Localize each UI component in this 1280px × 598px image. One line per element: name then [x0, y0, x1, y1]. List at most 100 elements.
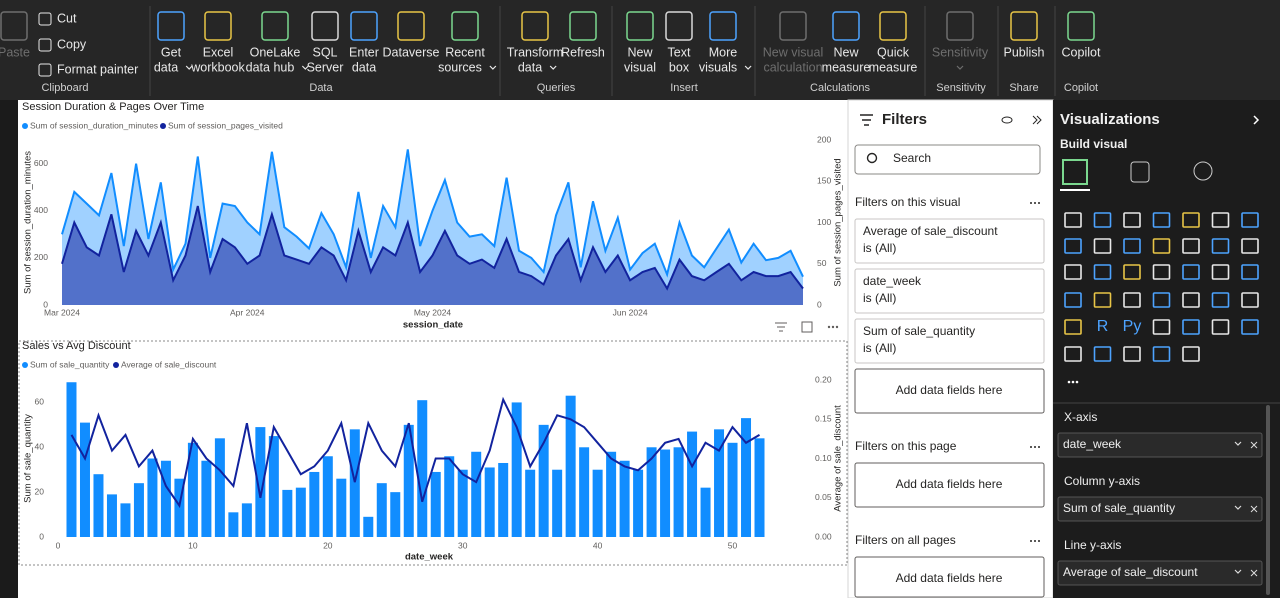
well-field[interactable] [1057, 560, 1263, 586]
more-dot[interactable] [835, 325, 839, 329]
remove-icon[interactable] [1250, 569, 1258, 577]
filter-icon[interactable] [775, 322, 787, 332]
ribbon-button-label[interactable]: OneLake [250, 45, 301, 59]
ribbon-button-label[interactable]: Quick [877, 45, 910, 59]
visual-type-icon[interactable] [1182, 292, 1200, 308]
tab-format[interactable] [1130, 161, 1150, 183]
more-dot[interactable] [827, 325, 831, 329]
ribbon-button-label[interactable]: sources [438, 60, 482, 74]
more-dot[interactable] [1030, 202, 1032, 204]
more-dot[interactable] [1034, 446, 1036, 448]
visual-type-icon[interactable] [1241, 319, 1259, 335]
more-dot[interactable] [1034, 540, 1036, 542]
visual-type-icon[interactable] [1123, 346, 1141, 362]
visual-type-icon[interactable] [1182, 238, 1200, 254]
ribbon-button-label[interactable]: data [352, 60, 376, 74]
ribbon-button-label[interactable]: data [518, 60, 542, 74]
visual-type-icon[interactable] [1064, 212, 1082, 228]
search-box[interactable] [854, 144, 1041, 175]
visual-type-icon[interactable] [1064, 319, 1082, 335]
more-dot[interactable] [831, 325, 835, 329]
ribbon-button-label[interactable]: Text [668, 45, 691, 59]
filter-card[interactable] [854, 268, 1045, 314]
focus-icon[interactable] [801, 321, 813, 333]
visual-type-icon[interactable] [1152, 346, 1171, 362]
more-dot[interactable] [1071, 380, 1075, 384]
tab-analytics[interactable] [1193, 161, 1213, 181]
more-dot[interactable] [1038, 446, 1040, 448]
filter-card[interactable] [854, 318, 1045, 364]
visual-type-icon[interactable] [1123, 292, 1141, 308]
well-field[interactable] [1057, 496, 1263, 522]
visual-type-icon[interactable] [1152, 264, 1171, 280]
visual-type-icon[interactable] [1064, 264, 1082, 280]
ribbon-button-label[interactable]: Enter [349, 45, 379, 59]
ribbon-button-label[interactable]: New [627, 45, 653, 59]
visual-type-glyph[interactable]: R [1097, 318, 1109, 335]
visual-type-icon[interactable] [1211, 292, 1230, 308]
visual-type-icon[interactable] [1241, 292, 1259, 308]
collapse-icon[interactable] [1253, 115, 1260, 125]
remove-icon[interactable] [1250, 505, 1258, 513]
ribbon-button-label[interactable]: New [833, 45, 859, 59]
ribbon-button-label[interactable]: measure [822, 60, 871, 74]
visual-type-icon[interactable] [1241, 238, 1259, 254]
visual-type-icon[interactable] [1182, 212, 1200, 228]
drop-zone[interactable] [854, 462, 1045, 508]
ribbon-button-label[interactable]: Publish [1004, 45, 1045, 59]
ribbon-button-label[interactable]: Copilot [1062, 45, 1101, 59]
more-dot[interactable] [1075, 380, 1079, 384]
more-dot[interactable] [1038, 540, 1040, 542]
visual-type-icon[interactable] [1064, 238, 1082, 254]
ribbon-button-label[interactable]: data [154, 60, 178, 74]
ribbon-button-label[interactable]: workbook [190, 60, 245, 74]
ribbon-button-label[interactable]: Format painter [57, 62, 138, 76]
ribbon-button-label[interactable]: Transform [507, 45, 564, 59]
ribbon-button-label[interactable]: Dataverse [383, 45, 440, 59]
visual-type-icon[interactable] [1123, 238, 1141, 254]
ribbon-button-label[interactable]: Excel [203, 45, 234, 59]
ribbon-button-label[interactable]: SQL [312, 45, 337, 59]
ribbon-button-label[interactable]: Get [161, 45, 182, 59]
visual-type-icon[interactable] [1123, 264, 1141, 280]
visual-type-icon[interactable] [1152, 292, 1171, 308]
more-dot[interactable] [1038, 202, 1040, 204]
more-dot[interactable] [1030, 540, 1032, 542]
ribbon-button-label[interactable]: data hub [246, 60, 295, 74]
eye-icon[interactable] [1001, 116, 1013, 124]
visual-type-icon[interactable] [1093, 346, 1112, 362]
visual-type-icon[interactable] [1064, 346, 1082, 362]
ribbon-button-label[interactable]: More [709, 45, 738, 59]
ribbon-button-label[interactable]: Refresh [561, 45, 605, 59]
visual-type-icon[interactable] [1211, 212, 1230, 228]
visual-type-icon[interactable] [1064, 292, 1082, 308]
visual-type-icon[interactable] [1093, 264, 1112, 280]
well-field[interactable] [1057, 432, 1263, 458]
ribbon-button-label[interactable]: Cut [57, 11, 77, 25]
visual-type-icon[interactable] [1241, 264, 1259, 280]
visual-type-icon[interactable] [1152, 319, 1171, 335]
collapse-icon[interactable] [1032, 115, 1042, 125]
visual-type-icon[interactable] [1182, 264, 1200, 280]
drop-zone[interactable] [854, 556, 1045, 598]
ribbon-button-label[interactable]: measure [869, 60, 918, 74]
visual-type-icon[interactable] [1182, 319, 1200, 335]
ribbon-button-label[interactable]: visual [624, 60, 656, 74]
filter-card[interactable] [854, 218, 1045, 264]
visual-type-icon[interactable] [1211, 319, 1230, 335]
more-dot[interactable] [1067, 380, 1071, 384]
visual-type-icon[interactable] [1182, 346, 1200, 362]
remove-icon[interactable] [1250, 441, 1258, 449]
visual-type-icon[interactable] [1093, 292, 1112, 308]
ribbon-button-label[interactable]: box [669, 60, 690, 74]
visual-type-icon[interactable] [1152, 212, 1171, 228]
visual-type-icon[interactable] [1152, 238, 1171, 254]
ribbon-button-label[interactable]: visuals [699, 60, 737, 74]
more-dot[interactable] [1030, 446, 1032, 448]
ribbon-button-label[interactable]: Copy [57, 37, 87, 51]
more-dot[interactable] [1034, 202, 1036, 204]
ribbon-button-label[interactable]: Server [307, 60, 344, 74]
visual-type-icon[interactable] [1211, 238, 1230, 254]
visual-type-icon[interactable] [1241, 212, 1259, 228]
drop-zone[interactable] [854, 368, 1045, 414]
